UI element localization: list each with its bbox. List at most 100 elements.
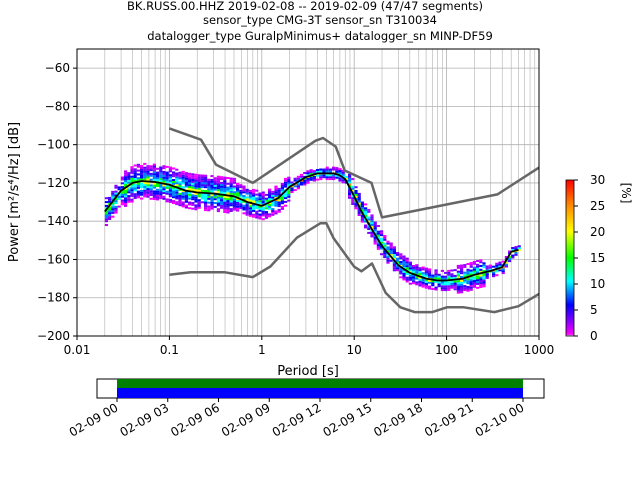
heatmap-cell: [248, 197, 252, 200]
heatmap-cell: [264, 216, 268, 219]
heatmap-cell: [223, 182, 227, 185]
heatmap-cell: [280, 188, 284, 191]
heatmap-cell: [108, 212, 112, 215]
heatmap-cell: [396, 253, 400, 256]
heatmap-cell: [418, 282, 422, 285]
heatmap-cell: [280, 206, 284, 208]
heatmap-cell: [466, 272, 470, 275]
heatmap-cell: [216, 210, 220, 213]
heatmap-cell: [114, 211, 118, 214]
heatmap-cell: [376, 225, 380, 227]
heatmap-cell: [258, 217, 262, 220]
heatmap-cell: [245, 204, 249, 207]
heatmap-cell: [306, 172, 310, 175]
heatmap-cell: [130, 171, 134, 174]
heatmap-cell: [415, 266, 419, 269]
heatmap-cell: [450, 284, 454, 287]
heatmap-cell: [232, 204, 236, 207]
heatmap-cell: [127, 195, 131, 198]
y-tick-label: −60: [45, 61, 70, 75]
heatmap-cell: [476, 263, 480, 266]
heatmap-cell: [229, 190, 233, 193]
heatmap-cell: [172, 196, 176, 199]
heatmap-cell: [389, 246, 393, 249]
heatmap-cell: [447, 273, 451, 276]
heatmap-cell: [293, 189, 297, 192]
heatmap-cell: [348, 173, 352, 176]
heatmap-cell: [508, 260, 512, 263]
heatmap-cell: [216, 189, 220, 192]
heatmap-cell: [261, 206, 265, 209]
heatmap-cell: [175, 178, 179, 181]
heatmap-cell: [245, 211, 249, 214]
heatmap-cell: [104, 206, 108, 209]
heatmap-cell: [460, 287, 464, 290]
heatmap-cell: [495, 262, 499, 265]
heatmap-cell: [149, 172, 153, 175]
heatmap-cell: [424, 279, 428, 282]
heatmap-cell: [204, 190, 208, 192]
noise-models: [168, 127, 540, 314]
heatmap-cell: [197, 199, 201, 202]
heatmap-cell: [104, 210, 108, 213]
heatmap-cell: [236, 194, 240, 197]
heatmap-cell: [392, 252, 396, 254]
heatmap-cell: [392, 263, 396, 266]
heatmap-cell: [472, 270, 476, 273]
heatmap-cell: [223, 195, 227, 198]
heatmap-cell: [466, 274, 470, 277]
heatmap-cell: [204, 180, 208, 183]
heatmap-cell: [108, 216, 112, 219]
heatmap-cell: [136, 190, 140, 193]
heatmap-cell: [412, 270, 416, 273]
heatmap-cell: [476, 271, 480, 274]
heatmap-cell: [437, 283, 441, 286]
heatmap-cell: [200, 189, 204, 192]
heatmap-cell: [172, 171, 176, 174]
heatmap-cell: [168, 199, 172, 201]
heatmap-cell: [376, 236, 380, 239]
heatmap-cell: [335, 169, 339, 171]
heatmap-cell: [181, 170, 185, 173]
heatmap-cell: [357, 198, 361, 201]
heatmap-cell: [111, 206, 115, 209]
heatmap-cell: [268, 188, 272, 191]
heatmap-cell: [216, 196, 220, 199]
heatmap-cell: [405, 272, 409, 275]
heatmap-cell: [389, 254, 393, 256]
heatmap-cell: [303, 181, 307, 184]
heatmap-cell: [140, 176, 144, 179]
heatmap-cell: [188, 180, 192, 183]
heatmap-cell: [284, 204, 288, 207]
heatmap-cell: [175, 197, 179, 200]
heatmap-cell: [418, 284, 422, 287]
heatmap-cell: [207, 182, 211, 185]
heatmap-cell: [252, 206, 256, 209]
heatmap-cell: [354, 190, 358, 192]
heatmap-cell: [370, 218, 374, 221]
heatmap-cell: [351, 189, 355, 192]
heatmap-cell: [287, 192, 291, 194]
heatmap-cell: [476, 269, 480, 272]
heatmap-cell: [418, 269, 422, 272]
heatmap-cell: [172, 192, 176, 195]
heatmap-cell: [472, 260, 476, 263]
heatmap-cell: [280, 207, 284, 210]
heatmap-cell: [280, 184, 284, 187]
heatmap-cell: [383, 246, 387, 249]
heatmap-cell: [485, 269, 489, 272]
heatmap-cell: [232, 187, 236, 190]
heatmap-cell: [168, 166, 172, 169]
heatmap-cell: [226, 211, 230, 214]
heatmap-cell: [184, 177, 188, 180]
heatmap-cell: [485, 276, 489, 279]
heatmap-cell: [354, 186, 358, 189]
heatmap-cell: [136, 192, 140, 195]
heatmap-cell: [479, 274, 483, 277]
heatmap-cell: [140, 172, 144, 175]
heatmap-cell: [229, 198, 233, 201]
heatmap-cell: [268, 203, 272, 206]
heatmap-cell: [268, 198, 272, 201]
heatmap-cell: [184, 200, 188, 203]
heatmap-cell: [111, 210, 115, 212]
